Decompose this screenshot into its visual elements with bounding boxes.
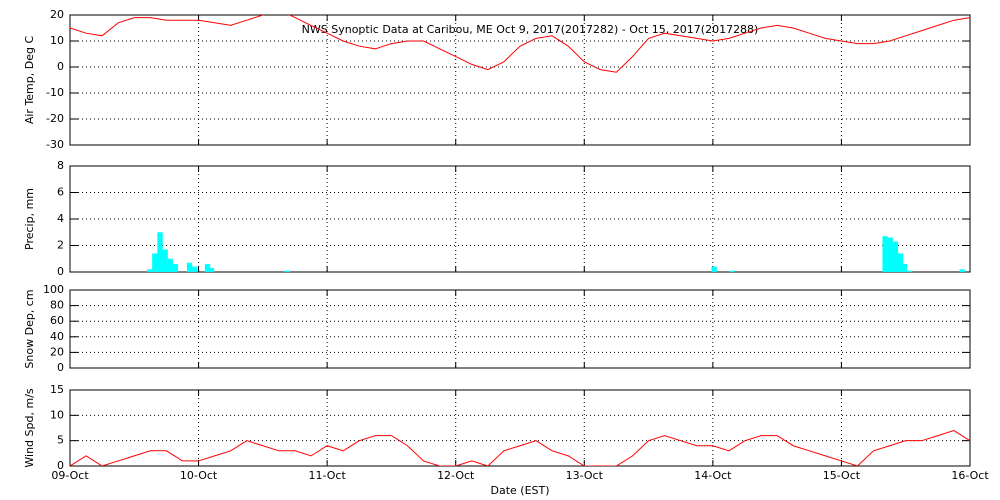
bar [892, 241, 899, 272]
bar [887, 237, 893, 272]
line [70, 429, 970, 466]
bar [152, 253, 158, 272]
x-tick-label: 16-Oct [951, 469, 989, 482]
x-tick-label: 10-Oct [180, 469, 218, 482]
bar [157, 232, 163, 272]
y-tick-label: 20 [50, 8, 64, 21]
plot-frame [69, 14, 971, 146]
x-tick-label: 12-Oct [437, 469, 475, 482]
y-tick-label: 60 [50, 314, 64, 327]
y-tick-label: 10 [50, 408, 64, 421]
plot-frame [69, 165, 971, 273]
y-tick-label: 5 [57, 434, 64, 447]
line [70, 15, 970, 73]
x-tick-label: 09-Oct [51, 469, 89, 482]
bar [208, 268, 215, 272]
x-tick-label: 14-Oct [694, 469, 732, 482]
bar [906, 270, 913, 272]
y-tick-label: 80 [50, 299, 64, 312]
y-tick-label: 0 [57, 361, 64, 374]
y-tick-label: 6 [57, 186, 64, 199]
bar [192, 266, 198, 272]
x-tick-label: 13-Oct [566, 469, 604, 482]
bar [897, 253, 904, 272]
y-axis-label: Wind Spd, m/s [23, 388, 36, 468]
bar [729, 270, 735, 272]
y-tick-label: 10 [50, 34, 64, 47]
bar [284, 270, 290, 272]
series [70, 15, 970, 73]
chart-title: NWS Synoptic Data at Caribou, ME Oct 9, … [302, 23, 759, 36]
bar [901, 264, 908, 272]
bar [186, 262, 193, 272]
series [70, 429, 970, 466]
bar [147, 269, 153, 272]
x-tick-label: 15-Oct [823, 469, 861, 482]
y-tick-label: 2 [57, 239, 64, 252]
x-axis-label: Date (EST) [490, 484, 549, 497]
y-tick-label: -20 [46, 112, 64, 125]
y-tick-label: -10 [46, 86, 64, 99]
y-tick-label: 40 [50, 330, 64, 343]
y-axis-label: Snow Dep, cm [23, 289, 36, 368]
bar [711, 266, 717, 272]
y-tick-label: 4 [57, 212, 64, 225]
y-tick-label: 8 [57, 159, 64, 172]
y-tick-label: 0 [57, 265, 64, 278]
series [147, 232, 965, 272]
y-tick-label: 0 [57, 459, 64, 472]
bar [167, 258, 173, 272]
bar [162, 249, 168, 272]
y-tick-label: 100 [43, 283, 64, 296]
bar [959, 269, 965, 272]
y-axis-label: Precip, mm [23, 188, 36, 250]
y-tick-label: -30 [46, 138, 64, 151]
bar [172, 264, 179, 272]
plot-frame [69, 389, 971, 467]
bar [204, 264, 211, 272]
bar [882, 236, 888, 272]
plot-frame [69, 289, 971, 369]
y-tick-label: 0 [57, 60, 64, 73]
x-tick-label: 11-Oct [308, 469, 346, 482]
y-tick-label: 20 [50, 345, 64, 358]
y-axis-label: Air Temp, Deg C [23, 36, 36, 125]
y-tick-label: 15 [50, 383, 64, 396]
